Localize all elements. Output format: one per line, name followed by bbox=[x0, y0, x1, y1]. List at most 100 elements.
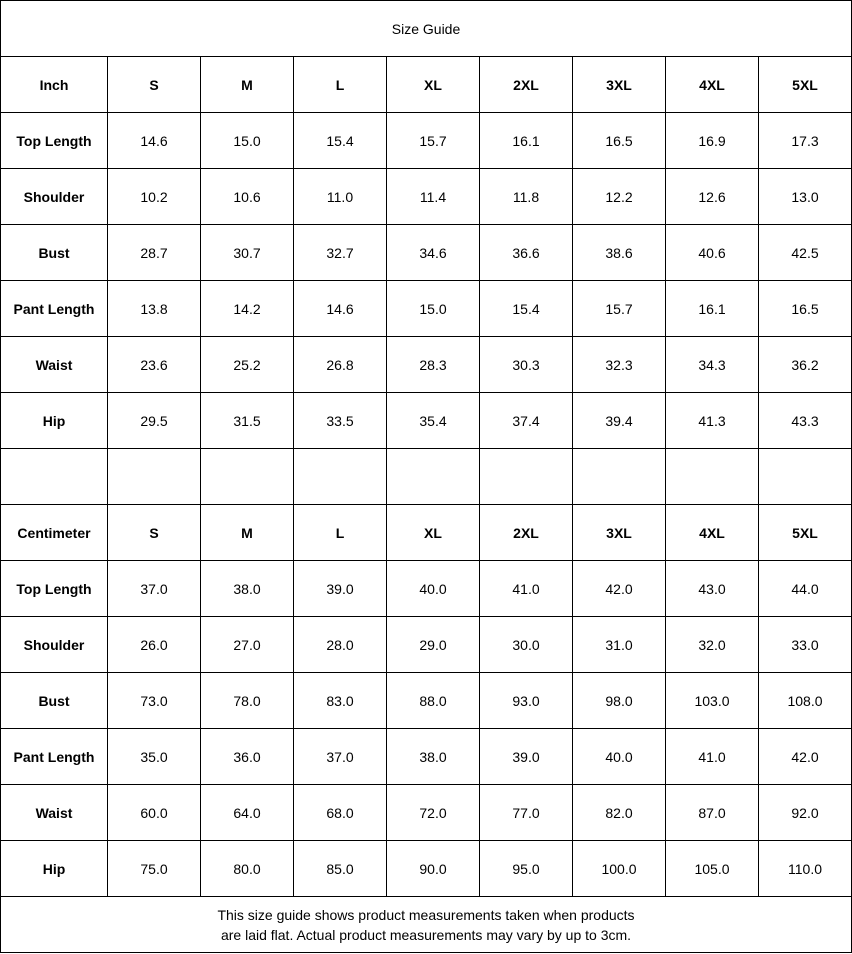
measurement-value: 26.0 bbox=[107, 616, 201, 673]
empty-cell bbox=[757, 448, 852, 505]
measurement-value: 80.0 bbox=[200, 840, 294, 897]
measurement-value: 110.0 bbox=[757, 840, 852, 897]
measurement-value: 16.5 bbox=[572, 112, 666, 169]
size-header: 4XL bbox=[665, 504, 759, 561]
empty-cell bbox=[200, 448, 294, 505]
measurement-value: 15.4 bbox=[293, 112, 387, 169]
table-row: Bust 28.7 30.7 32.7 34.6 36.6 38.6 40.6 42.5 bbox=[0, 224, 852, 281]
measurement-value: 105.0 bbox=[665, 840, 759, 897]
empty-cell bbox=[293, 448, 387, 505]
table-row: Shoulder 10.2 10.6 11.0 11.4 11.8 12.2 12.6 13.0 bbox=[0, 168, 852, 225]
measurement-label: Pant Length bbox=[0, 728, 108, 785]
table-row: Pant Length 35.0 36.0 37.0 38.0 39.0 40.0 41.0 4… bbox=[0, 728, 852, 785]
table-row: Pant Length 13.8 14.2 14.6 15.0 15.4 15.7 16.1 1… bbox=[0, 280, 852, 337]
size-header: S bbox=[107, 504, 201, 561]
measurement-label: Bust bbox=[0, 224, 108, 281]
empty-cell bbox=[386, 448, 480, 505]
title-row: Size Guide bbox=[0, 0, 852, 57]
size-header: L bbox=[293, 504, 387, 561]
measurement-value: 95.0 bbox=[479, 840, 573, 897]
measurement-value: 12.6 bbox=[665, 168, 759, 225]
measurement-value: 40.0 bbox=[572, 728, 666, 785]
measurement-label: Top Length bbox=[0, 560, 108, 617]
size-header: XL bbox=[386, 56, 480, 113]
measurement-value: 64.0 bbox=[200, 784, 294, 841]
measurement-value: 108.0 bbox=[757, 672, 852, 729]
header-row: Inch S M L XL 2XL 3XL 4XL 5XL bbox=[0, 56, 852, 113]
measurement-value: 72.0 bbox=[386, 784, 480, 841]
measurement-value: 90.0 bbox=[386, 840, 480, 897]
size-header: M bbox=[200, 56, 294, 113]
measurement-value: 31.5 bbox=[200, 392, 294, 449]
measurement-value: 85.0 bbox=[293, 840, 387, 897]
measurement-value: 82.0 bbox=[572, 784, 666, 841]
size-header: 2XL bbox=[479, 56, 573, 113]
measurement-label: Waist bbox=[0, 784, 108, 841]
measurement-value: 16.9 bbox=[665, 112, 759, 169]
size-header: 2XL bbox=[479, 504, 573, 561]
measurement-value: 98.0 bbox=[572, 672, 666, 729]
measurement-value: 28.0 bbox=[293, 616, 387, 673]
measurement-value: 42.5 bbox=[757, 224, 852, 281]
table-row: Waist 23.6 25.2 26.8 28.3 30.3 32.3 34.3 36.2 bbox=[0, 336, 852, 393]
measurement-value: 14.2 bbox=[200, 280, 294, 337]
size-header: XL bbox=[386, 504, 480, 561]
measurement-value: 37.0 bbox=[293, 728, 387, 785]
measurement-value: 31.0 bbox=[572, 616, 666, 673]
note-line-2: are laid flat. Actual product measuremen… bbox=[220, 926, 632, 943]
measurement-value: 30.7 bbox=[200, 224, 294, 281]
measurement-value: 88.0 bbox=[386, 672, 480, 729]
measurement-value: 12.2 bbox=[572, 168, 666, 225]
measurement-value: 35.0 bbox=[107, 728, 201, 785]
measurement-value: 93.0 bbox=[479, 672, 573, 729]
table-row: Shoulder 26.0 27.0 28.0 29.0 30.0 31.0 32.0 33.0 bbox=[0, 616, 852, 673]
table-row: Top Length 14.6 15.0 15.4 15.7 16.1 16.5 16.9 17… bbox=[0, 112, 852, 169]
measurement-value: 40.6 bbox=[665, 224, 759, 281]
measurement-value: 11.0 bbox=[293, 168, 387, 225]
measurement-value: 87.0 bbox=[665, 784, 759, 841]
measurement-value: 28.7 bbox=[107, 224, 201, 281]
measurement-value: 68.0 bbox=[293, 784, 387, 841]
measurement-label: Top Length bbox=[0, 112, 108, 169]
header-row: Centimeter S M L XL 2XL 3XL 4XL 5XL bbox=[0, 504, 852, 561]
empty-cell bbox=[0, 448, 108, 505]
measurement-value: 25.2 bbox=[200, 336, 294, 393]
measurement-label: Waist bbox=[0, 336, 108, 393]
measurement-value: 13.0 bbox=[757, 168, 852, 225]
measurement-label: Hip bbox=[0, 840, 108, 897]
table-row: Hip 29.5 31.5 33.5 35.4 37.4 39.4 41.3 43.3 bbox=[0, 392, 852, 449]
measurement-value: 43.0 bbox=[665, 560, 759, 617]
measurement-value: 92.0 bbox=[757, 784, 852, 841]
measurement-value: 40.0 bbox=[386, 560, 480, 617]
spacer-row bbox=[0, 448, 852, 505]
measurement-value: 32.7 bbox=[293, 224, 387, 281]
measurement-value: 44.0 bbox=[757, 560, 852, 617]
measurement-value: 10.2 bbox=[107, 168, 201, 225]
measurement-value: 43.3 bbox=[757, 392, 852, 449]
measurement-value: 32.3 bbox=[572, 336, 666, 393]
measurement-value: 33.0 bbox=[757, 616, 852, 673]
size-header: S bbox=[107, 56, 201, 113]
table-row: Top Length 37.0 38.0 39.0 40.0 41.0 42.0 43.0 44… bbox=[0, 560, 852, 617]
empty-cell bbox=[107, 448, 201, 505]
measurement-value: 41.0 bbox=[665, 728, 759, 785]
measurement-label: Hip bbox=[0, 392, 108, 449]
table-row: Waist 60.0 64.0 68.0 72.0 77.0 82.0 87.0 92.0 bbox=[0, 784, 852, 841]
measurement-value: 39.0 bbox=[293, 560, 387, 617]
measurement-value: 42.0 bbox=[757, 728, 852, 785]
measurement-value: 42.0 bbox=[572, 560, 666, 617]
empty-cell bbox=[572, 448, 666, 505]
measurement-value: 33.5 bbox=[293, 392, 387, 449]
empty-cell bbox=[665, 448, 759, 505]
table-row: Hip 75.0 80.0 85.0 90.0 95.0 100.0 105.0 110.0 bbox=[0, 840, 852, 897]
note-line-1: This size guide shows product measuremen… bbox=[217, 906, 635, 923]
table-row: Bust 73.0 78.0 83.0 88.0 93.0 98.0 103.0 108.0 bbox=[0, 672, 852, 729]
measurement-value: 10.6 bbox=[200, 168, 294, 225]
measurement-value: 14.6 bbox=[107, 112, 201, 169]
size-header: 5XL bbox=[757, 56, 852, 113]
measurement-value: 16.5 bbox=[757, 280, 852, 337]
measurement-value: 37.4 bbox=[479, 392, 573, 449]
measurement-value: 36.6 bbox=[479, 224, 573, 281]
empty-cell bbox=[479, 448, 573, 505]
